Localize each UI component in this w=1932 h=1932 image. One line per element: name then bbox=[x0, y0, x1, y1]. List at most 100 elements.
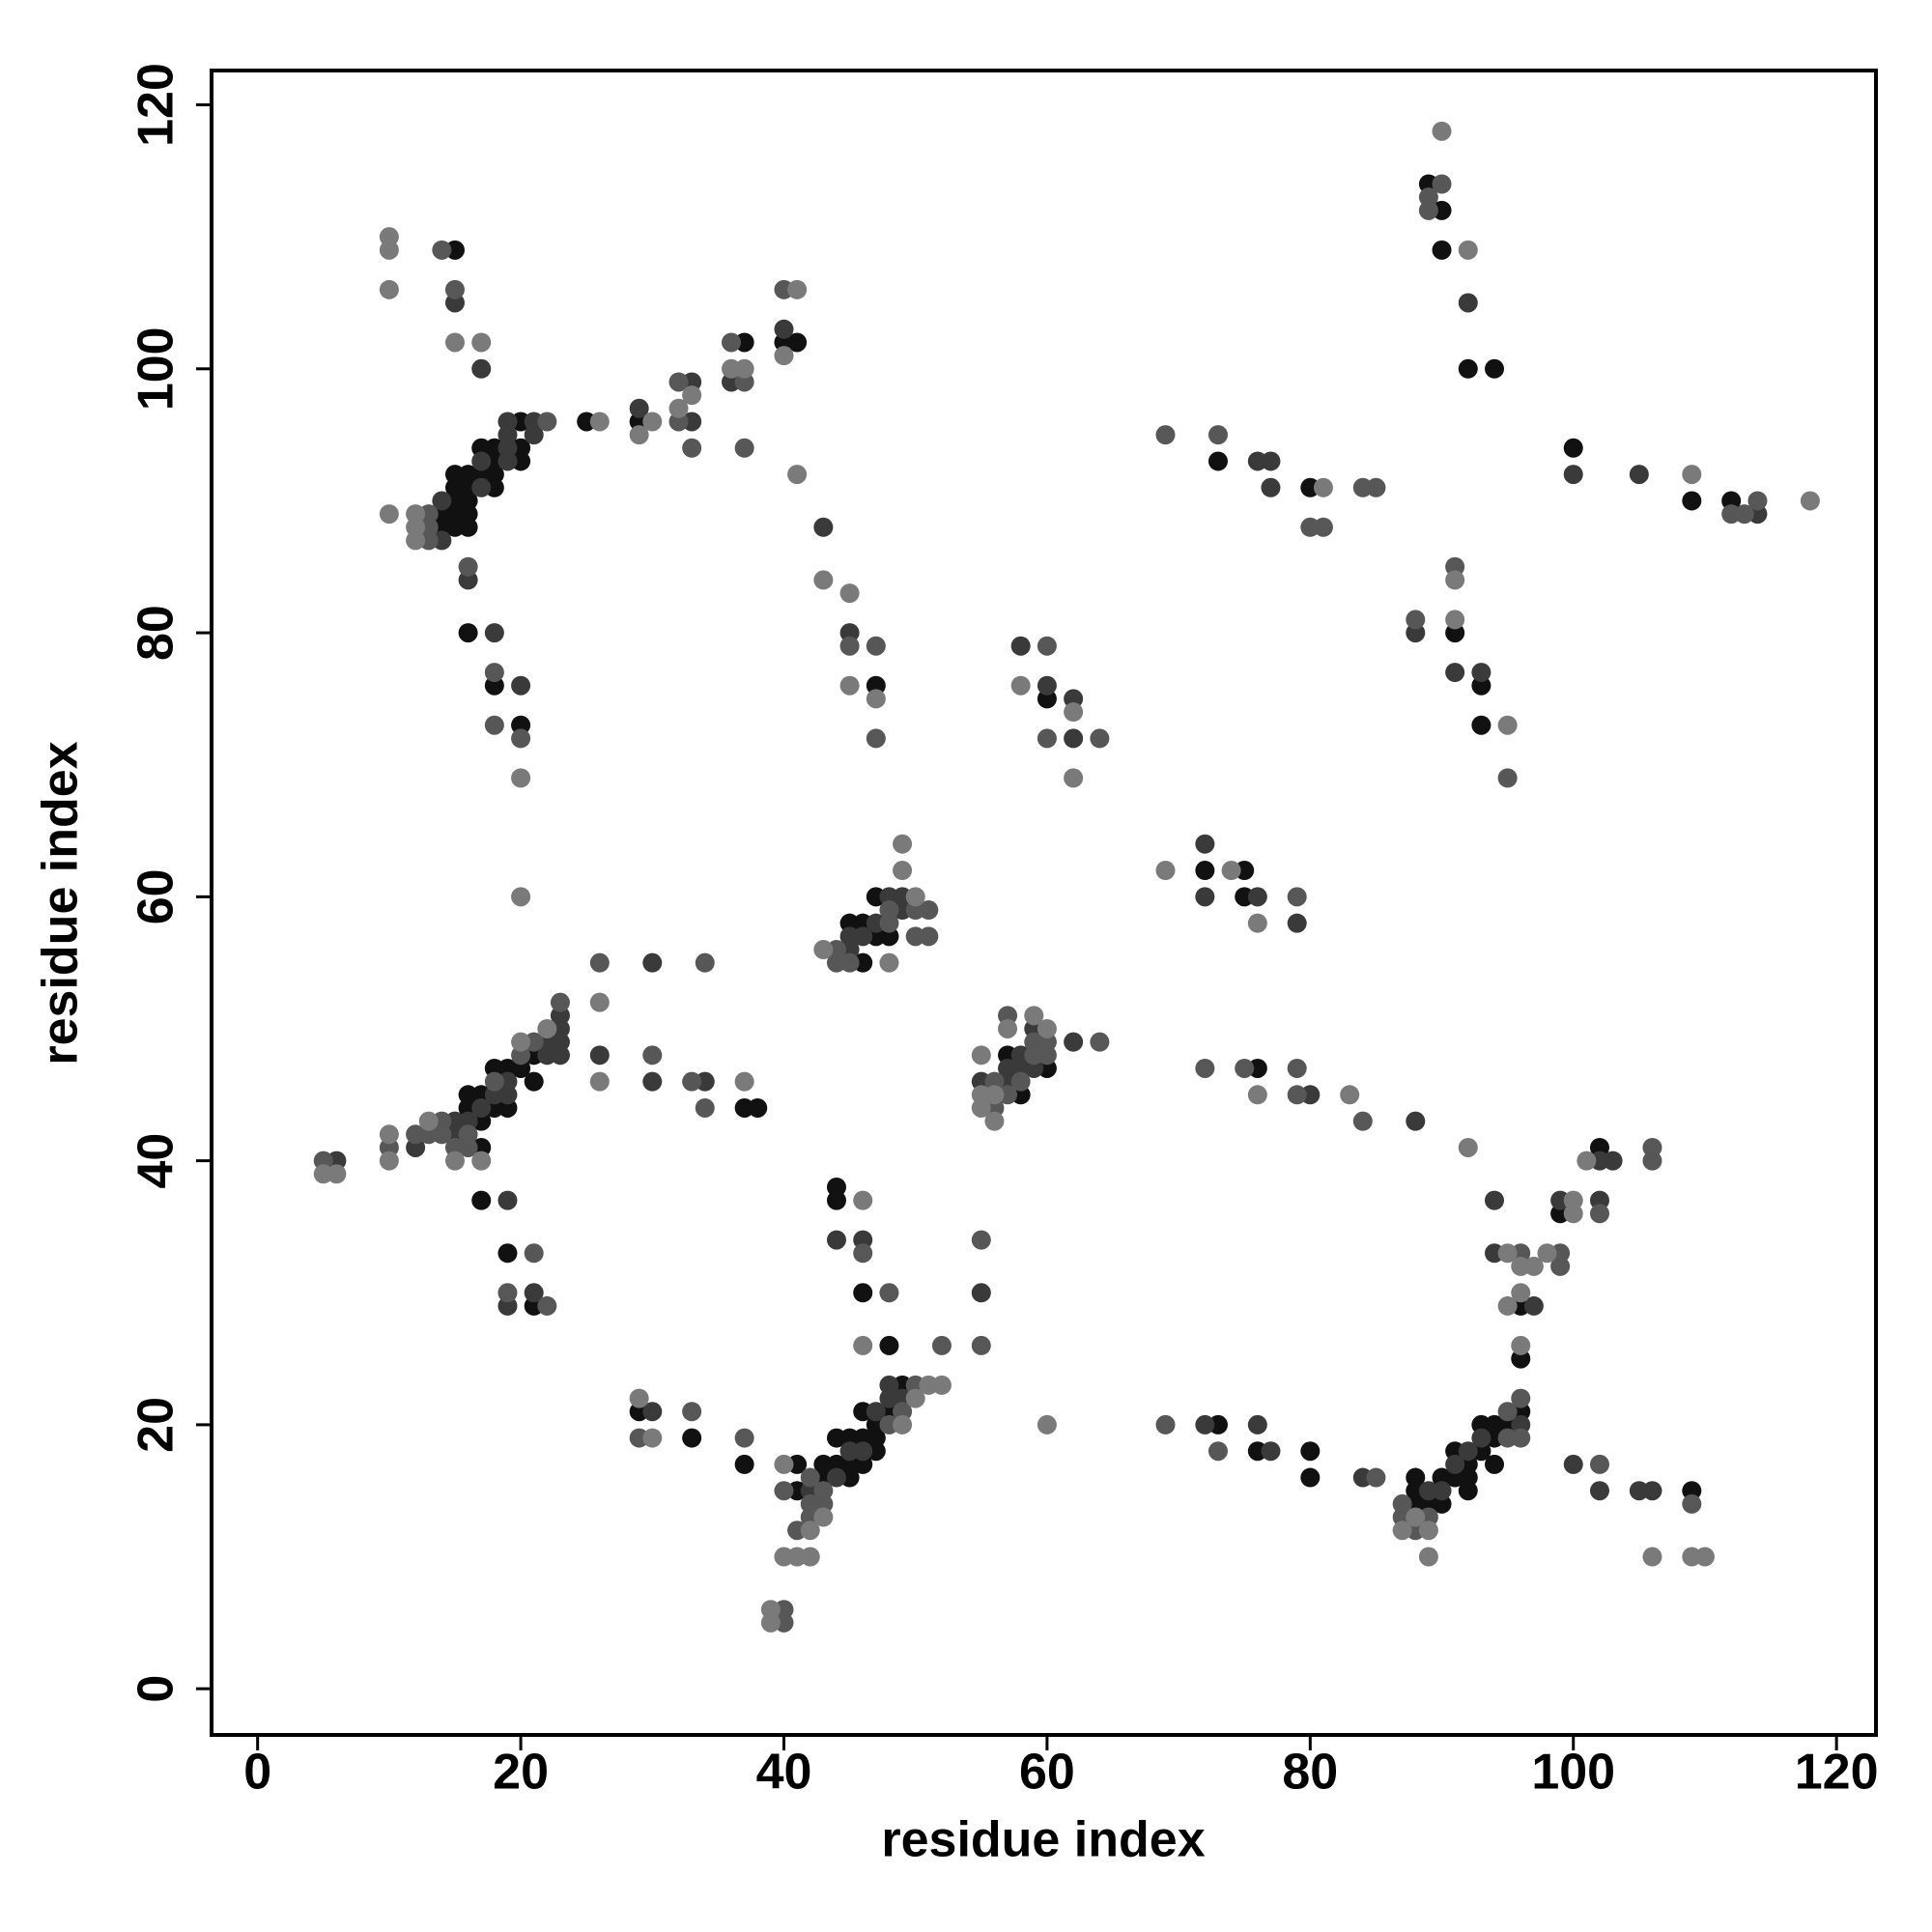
point bbox=[1432, 121, 1452, 141]
point bbox=[1418, 1547, 1438, 1567]
point bbox=[642, 952, 663, 973]
point bbox=[550, 992, 570, 1012]
point bbox=[682, 385, 702, 406]
point bbox=[511, 1045, 531, 1065]
point bbox=[734, 372, 754, 392]
point bbox=[1577, 1151, 1597, 1171]
point bbox=[511, 728, 531, 749]
point bbox=[1313, 477, 1333, 497]
point bbox=[1471, 675, 1492, 696]
point bbox=[1471, 1428, 1492, 1448]
point bbox=[537, 412, 557, 432]
point bbox=[484, 675, 504, 696]
point bbox=[379, 227, 399, 247]
point bbox=[379, 504, 399, 525]
point bbox=[1589, 1481, 1609, 1501]
point bbox=[682, 1428, 702, 1448]
point bbox=[1747, 491, 1768, 511]
y-tick-label: 80 bbox=[128, 605, 185, 661]
x-tick-label: 120 bbox=[1795, 1745, 1879, 1801]
point bbox=[1261, 1441, 1281, 1462]
point bbox=[511, 1032, 531, 1052]
point bbox=[1458, 293, 1478, 313]
point bbox=[839, 675, 860, 696]
point bbox=[734, 1428, 754, 1448]
point bbox=[800, 1547, 820, 1567]
x-tick-label: 40 bbox=[756, 1745, 812, 1801]
point bbox=[813, 940, 834, 960]
point bbox=[1300, 1467, 1321, 1488]
point bbox=[734, 1071, 754, 1092]
point bbox=[458, 517, 478, 537]
point bbox=[458, 556, 478, 577]
point bbox=[984, 1111, 1005, 1131]
point bbox=[1418, 187, 1438, 208]
y-tick-label: 0 bbox=[128, 1675, 185, 1703]
point bbox=[813, 570, 834, 590]
point bbox=[931, 1375, 952, 1395]
point bbox=[774, 319, 794, 339]
point bbox=[1064, 689, 1084, 709]
point bbox=[866, 1428, 886, 1448]
point bbox=[1037, 728, 1057, 749]
point bbox=[1511, 1428, 1531, 1448]
point bbox=[1024, 1006, 1044, 1026]
point bbox=[971, 1045, 991, 1065]
point bbox=[379, 1151, 399, 1171]
point bbox=[1432, 1481, 1452, 1501]
point bbox=[853, 1454, 873, 1474]
x-tick-label: 0 bbox=[243, 1745, 271, 1801]
plot-frame bbox=[210, 69, 1878, 1737]
point bbox=[879, 913, 899, 933]
point bbox=[774, 1481, 794, 1501]
point bbox=[919, 900, 939, 921]
point bbox=[1366, 477, 1386, 497]
point bbox=[1445, 610, 1465, 630]
point bbox=[826, 1467, 846, 1488]
point bbox=[839, 952, 860, 973]
point bbox=[1064, 728, 1084, 749]
point bbox=[998, 1018, 1018, 1038]
point bbox=[1406, 1507, 1426, 1527]
point bbox=[484, 1071, 504, 1092]
point bbox=[813, 1481, 834, 1501]
point bbox=[1589, 1204, 1609, 1224]
point bbox=[1366, 1467, 1386, 1488]
point bbox=[866, 689, 886, 709]
point bbox=[1485, 1454, 1505, 1474]
point bbox=[379, 279, 399, 299]
point bbox=[1563, 465, 1583, 485]
point bbox=[1352, 1111, 1373, 1131]
point bbox=[444, 279, 465, 299]
point bbox=[919, 926, 939, 947]
point bbox=[1721, 491, 1742, 511]
point bbox=[642, 1045, 663, 1065]
point bbox=[971, 1335, 991, 1355]
point bbox=[931, 1335, 952, 1355]
point bbox=[484, 663, 504, 683]
point bbox=[642, 1071, 663, 1092]
y-axis-title: residue index bbox=[33, 741, 89, 1065]
point bbox=[1537, 1243, 1557, 1264]
point bbox=[1629, 465, 1649, 485]
point bbox=[511, 675, 531, 696]
point bbox=[1010, 675, 1031, 696]
point bbox=[1195, 1058, 1215, 1078]
point bbox=[484, 715, 504, 735]
point bbox=[760, 1600, 781, 1620]
point bbox=[826, 1190, 846, 1210]
point bbox=[853, 1335, 873, 1355]
point bbox=[458, 491, 478, 511]
point bbox=[1445, 556, 1465, 577]
point bbox=[695, 952, 715, 973]
x-tick-label: 20 bbox=[493, 1745, 549, 1801]
point bbox=[984, 1071, 1005, 1092]
point bbox=[893, 1402, 913, 1422]
point bbox=[971, 1097, 991, 1118]
point bbox=[1418, 200, 1438, 220]
y-tick-label: 60 bbox=[128, 868, 185, 924]
y-tick-label: 100 bbox=[128, 327, 185, 411]
point bbox=[813, 517, 834, 537]
point bbox=[642, 1402, 663, 1422]
point bbox=[1563, 438, 1583, 458]
